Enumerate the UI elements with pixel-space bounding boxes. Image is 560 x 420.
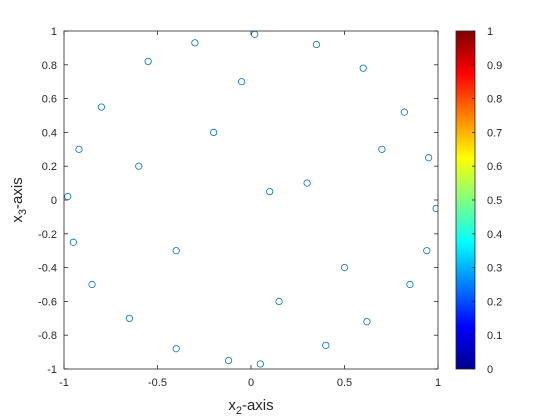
data-markers [64,31,438,368]
colorbar-tick-label: 0.3 [487,263,502,275]
colorbar-tick-label: 0.1 [487,330,502,342]
y-tick-label: 0.2 [42,161,57,173]
data-point [359,64,367,72]
data-point [144,57,152,66]
y-tick-label: 0 [51,195,57,207]
data-point [406,280,414,289]
colorbar-tick-label: 1 [487,26,493,38]
x-tick-label: 0.5 [337,377,352,389]
y-tick-label: -1 [47,364,57,376]
data-point [432,204,438,213]
data-point [135,162,143,170]
plot-area-background [64,31,438,369]
y-tick-label: 0.6 [42,94,57,106]
data-point [266,187,274,196]
data-point [97,103,106,111]
data-point [312,40,321,49]
x-tick-label: 0 [248,377,254,389]
colorbar-tick-label: 0.4 [487,229,502,241]
data-point [423,247,431,255]
data-point [191,39,199,47]
data-point [378,145,386,153]
data-point [238,78,246,86]
colorbar-tick-label: 0.5 [487,195,502,207]
colorbar-tick-label: 0.2 [487,296,502,308]
data-point [172,345,180,353]
data-point [125,314,134,322]
x-axis-label-suffix: -axis [242,397,274,414]
data-point [88,280,96,289]
data-point [275,297,283,305]
data-point [400,108,408,116]
data-point [210,128,218,136]
y-tick-label: -0.2 [38,229,57,241]
data-point [69,238,77,246]
x-tick-label: -1 [59,377,69,389]
x-axis-label-subscript: 2 [236,405,242,417]
x-tick-label: -0.5 [148,377,167,389]
data-point [75,145,83,153]
data-point [425,154,433,162]
colorbar-tick-label: 0.9 [487,60,502,72]
data-point [363,318,371,326]
data-point [322,341,330,349]
y-axis-label-subscript: 3 [17,209,29,215]
x-tick-label: 1 [435,377,441,389]
y-axis-label-suffix: -axis [9,177,26,209]
x-axis-label-main: x [228,397,236,414]
data-point [303,179,311,187]
colorbar-tick-label: 0.8 [487,94,502,106]
x-axis-ticks: -1 -0.5 0 0.5 1 [59,31,441,389]
y-axis-label: x3-axis [9,177,29,222]
x-axis-label: x2-axis [228,397,273,417]
y-tick-label: -0.8 [38,330,57,342]
data-point [340,263,349,272]
y-tick-label: 0.8 [42,60,57,72]
data-point [224,356,233,365]
y-axis-ticks: -1 -0.8 -0.6 -0.4 -0.2 0 0.2 0.4 0.6 0.8 1 [38,26,438,376]
y-tick-label: 1 [51,26,57,38]
colorbar-ticks: 0 0.1 0.2 0.3 0.4 0.5 0.6 0.7 0.8 0.9 1 [472,26,502,376]
y-tick-label: 0.4 [42,127,57,139]
colorbar-tick-label: 0 [487,364,493,376]
y-axis-label-main: x [9,215,26,223]
data-point [172,247,180,255]
colorbar-tick-label: 0.6 [487,161,502,173]
colorbar-tick-label: 0.7 [487,127,502,139]
y-tick-label: -0.6 [38,296,57,308]
data-point [256,360,264,368]
y-tick-label: -0.4 [38,263,57,275]
